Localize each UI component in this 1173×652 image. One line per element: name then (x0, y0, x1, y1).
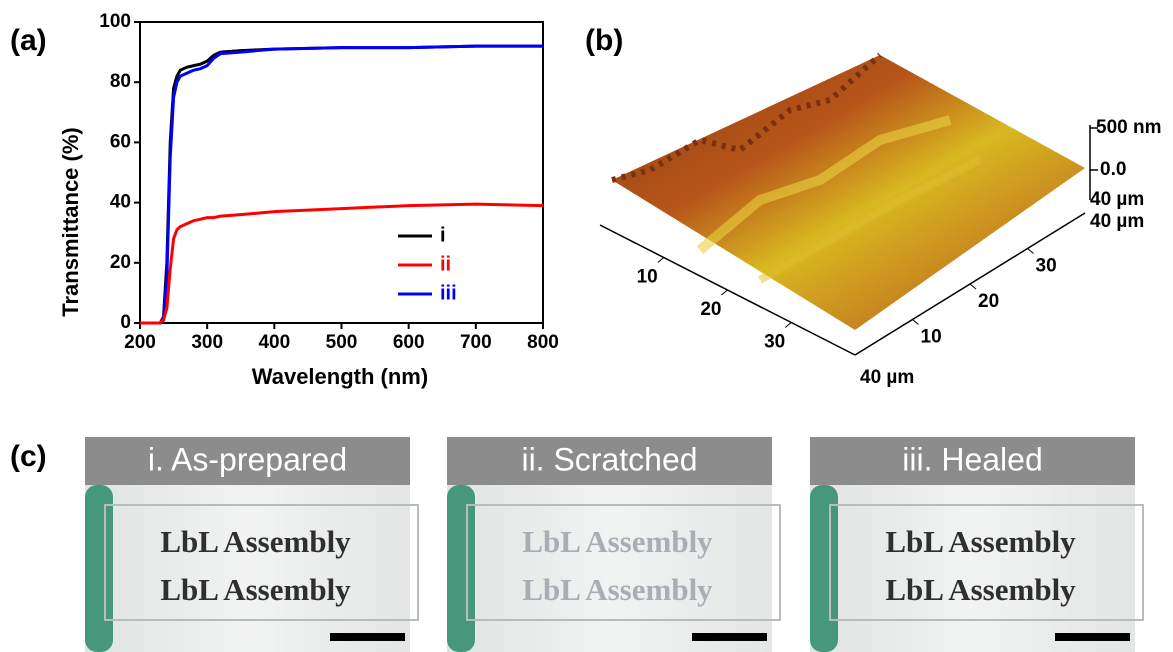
photo-text: LbL Assembly (160, 524, 351, 559)
photo-text: LbL Assembly (522, 524, 713, 559)
afm-surface (600, 55, 1098, 355)
data-line (140, 204, 543, 323)
afm-tick-label: 30 (764, 332, 785, 353)
photo-background (447, 485, 772, 652)
x-tick-label: 300 (191, 332, 223, 353)
afm-tick-label: 10 (637, 267, 658, 288)
photo-title: ii. Scratched (521, 441, 697, 477)
data-line (140, 46, 543, 323)
photo-text: LbL Assembly (522, 572, 713, 607)
afm-tick (785, 323, 791, 328)
afm-tick (970, 284, 976, 289)
photo-background (85, 485, 410, 652)
photo-text: LbL Assembly (885, 572, 1076, 607)
y-tick-label: 60 (110, 131, 131, 152)
afm-tick (913, 320, 919, 325)
panel-label: (a) (10, 24, 47, 57)
y-tick-label: 80 (110, 71, 131, 92)
glove (85, 485, 113, 652)
x-tick-label: 200 (124, 332, 156, 353)
afm-tick-label: 20 (700, 299, 721, 320)
legend-label: ii (440, 253, 451, 275)
legend-label: i (440, 224, 446, 246)
panel-label: (c) (10, 440, 47, 473)
afm-tick (658, 258, 664, 263)
x-axis-label: Wavelength (nm) (252, 364, 428, 389)
photo-title: i. As-prepared (148, 441, 347, 477)
x-tick-label: 500 (326, 332, 358, 353)
afm-z-label: 40 µm (1090, 189, 1144, 210)
panel-label: (b) (585, 24, 623, 57)
afm-z-label: 0.0 (1100, 159, 1126, 180)
glove (447, 485, 475, 652)
y-tick-label: 20 (110, 252, 131, 273)
photo-text: LbL Assembly (160, 572, 351, 607)
scale-bar (692, 633, 767, 641)
x-tick-label: 700 (460, 332, 492, 353)
afm-tick (1028, 249, 1034, 254)
photo-text: LbL Assembly (885, 524, 1076, 559)
y-tick-label: 40 (110, 192, 131, 213)
y-tick-label: 100 (99, 11, 131, 32)
photo-background (810, 485, 1135, 652)
x-tick-label: 600 (393, 332, 425, 353)
afm-z-label: 500 nm (1096, 117, 1161, 138)
data-line (140, 46, 543, 323)
glove (810, 485, 838, 652)
x-tick-label: 400 (258, 332, 290, 353)
x-tick-label: 800 (527, 332, 559, 353)
scale-bar (330, 633, 405, 641)
afm-tick-label: 20 (978, 291, 999, 312)
afm-axis-label: 40 µm (860, 367, 914, 388)
figure: (a) (b) (c) Wavelength (nm) Transmittanc… (0, 0, 1173, 652)
legend-label: iii (440, 282, 457, 304)
afm-z-label: 40 µm (1090, 211, 1144, 232)
y-axis-label: Transmittance (%) (58, 127, 83, 317)
afm-tick-label: 30 (1036, 256, 1057, 277)
y-tick-label: 0 (120, 312, 131, 333)
scale-bar (1055, 633, 1130, 641)
photo-title: iii. Healed (902, 441, 1043, 477)
afm-tick-label: 10 (921, 327, 942, 348)
afm-tick (722, 290, 728, 295)
